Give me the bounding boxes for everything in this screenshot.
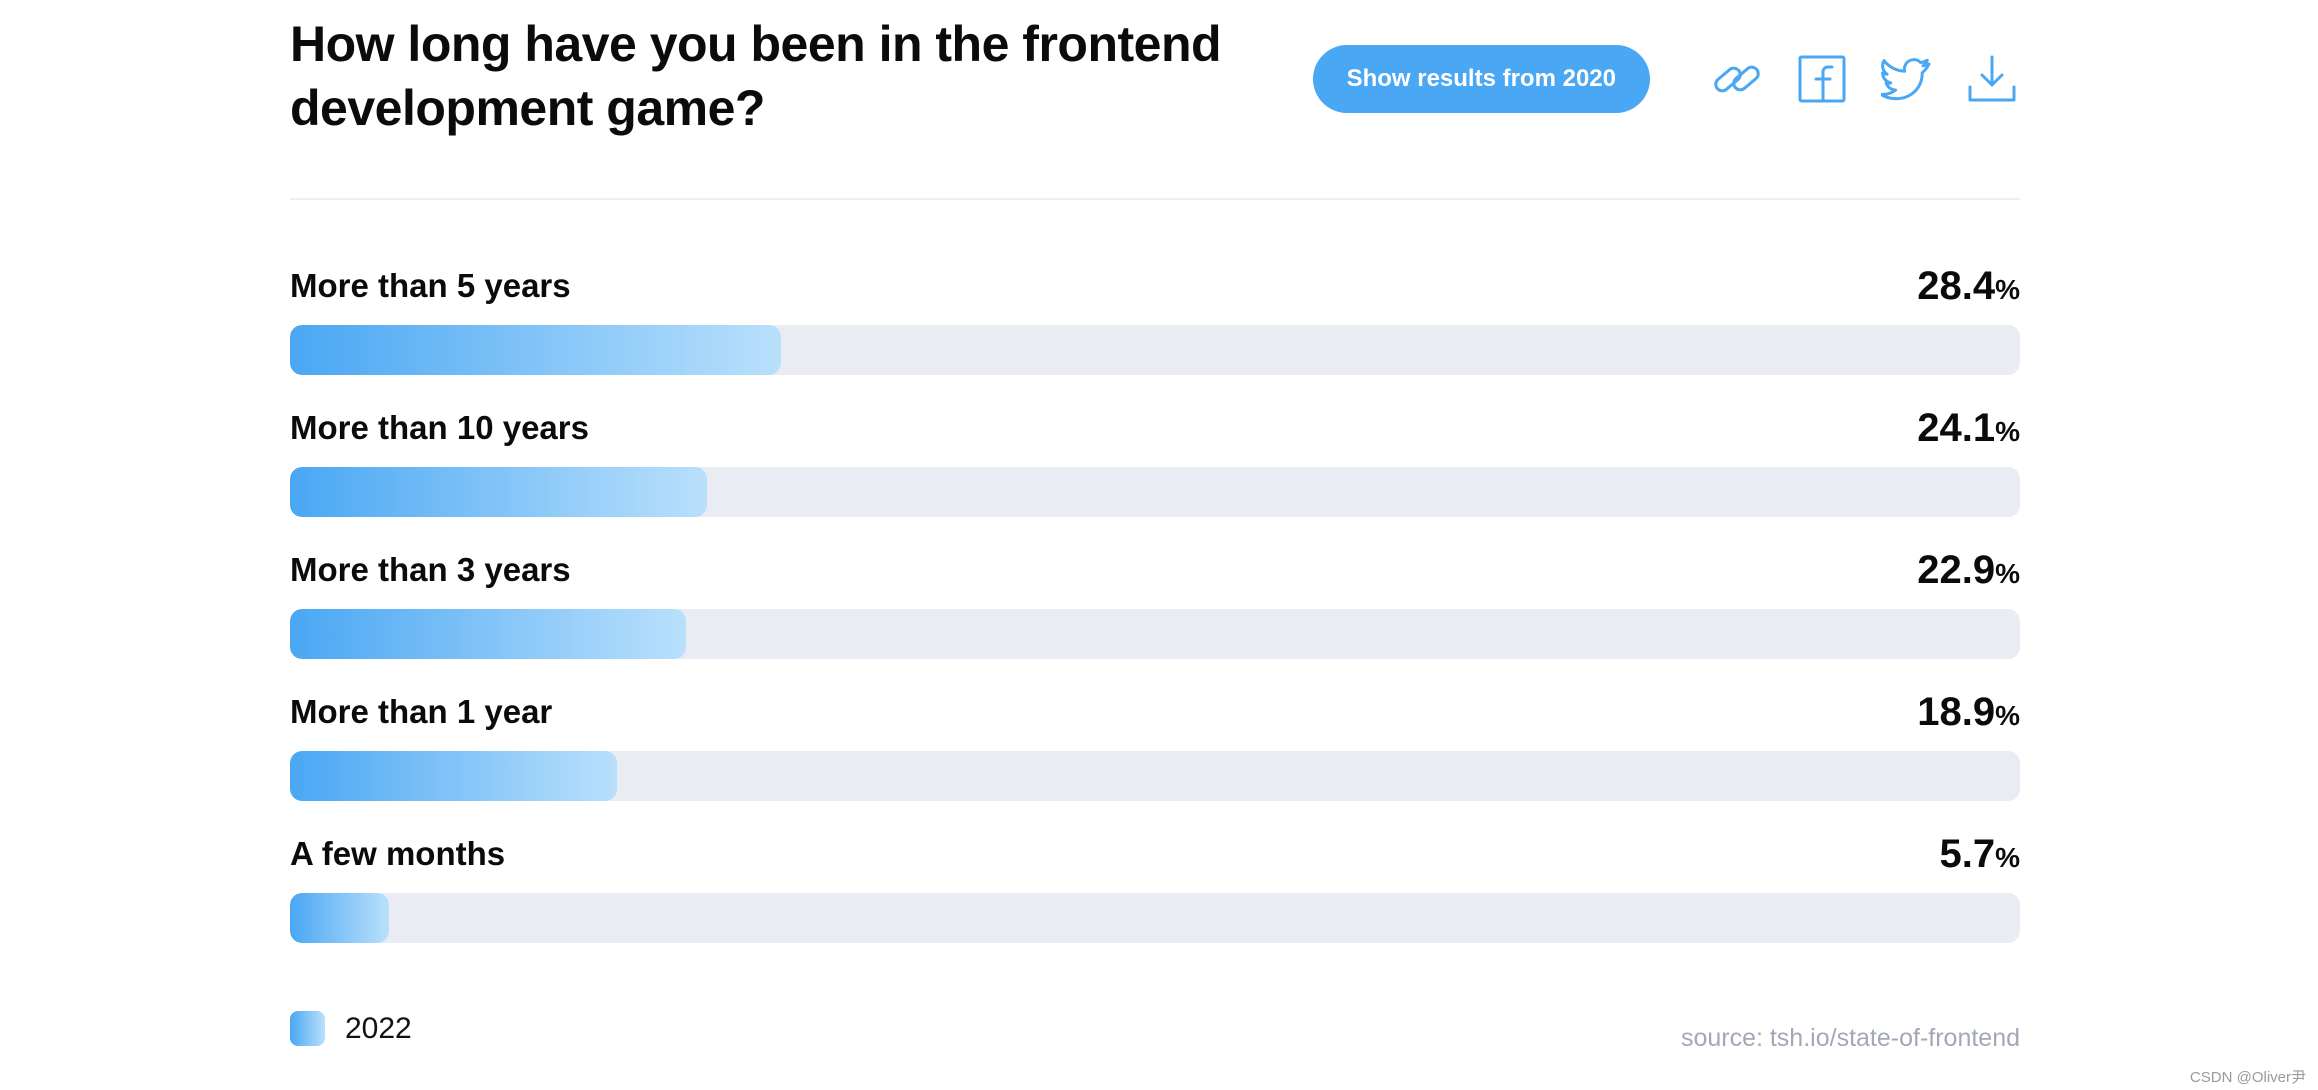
- bar-category-label: A few months: [290, 835, 506, 872]
- bar-category-label: More than 3 years: [290, 551, 571, 588]
- facebook-icon[interactable]: [1794, 51, 1850, 107]
- legend-label: 2022: [345, 1011, 412, 1045]
- bar-track: [290, 325, 2020, 375]
- bar-value-label: 28.4%: [1917, 258, 2020, 323]
- bar-track: [290, 609, 2020, 659]
- legend: 2022: [290, 1011, 412, 1046]
- bar-value-unit: %: [1995, 842, 2020, 873]
- bar-fill: [290, 325, 782, 375]
- bar-value-unit: %: [1995, 558, 2020, 589]
- toolbar: Show results from 2020: [1312, 44, 2020, 114]
- download-icon[interactable]: [1964, 51, 2020, 107]
- bar-fill: [290, 467, 707, 517]
- bar-category-label: More than 5 years: [290, 267, 571, 304]
- bar-value-number: 24.1: [1917, 406, 1996, 450]
- bar-track: [290, 751, 2020, 801]
- bar-chart: More than 5 years 28.4% More than 10 years…: [290, 258, 2020, 968]
- show-results-2020-button[interactable]: Show results from 2020: [1312, 45, 1650, 113]
- bar-value-label: 5.7%: [1939, 826, 2020, 891]
- bar-fill: [290, 751, 617, 801]
- bar-fill: [290, 609, 687, 659]
- bar-row: More than 3 years 22.9%: [290, 542, 2020, 684]
- bar-fill: [290, 893, 389, 943]
- source-note: source: tsh.io/state-of-frontend: [1680, 1024, 2020, 1052]
- bar-value-number: 28.4: [1917, 264, 1996, 308]
- bar-value-label: 18.9%: [1917, 684, 2020, 749]
- bar-track: [290, 467, 2020, 517]
- bar-value-number: 22.9: [1917, 548, 1996, 592]
- bar-category-label: More than 10 years: [290, 409, 589, 446]
- bar-value-label: 24.1%: [1917, 400, 2020, 465]
- bar-row: More than 1 year 18.9%: [290, 684, 2020, 826]
- legend-swatch: [290, 1011, 325, 1046]
- bar-category-label: More than 1 year: [290, 693, 553, 730]
- header-divider: [290, 198, 2020, 200]
- bar-value-unit: %: [1995, 416, 2020, 447]
- bar-value-unit: %: [1995, 700, 2020, 731]
- bar-row: A few months 5.7%: [290, 826, 2020, 968]
- watermark: CSDN @Oliver尹: [2189, 1069, 2306, 1086]
- bar-row: More than 10 years 24.1%: [290, 400, 2020, 542]
- link-icon[interactable]: [1709, 51, 1765, 107]
- bar-value-unit: %: [1995, 274, 2020, 305]
- chart-title: How long have you been in the frontend d…: [290, 16, 1222, 136]
- bar-value-label: 22.9%: [1917, 542, 2020, 607]
- bar-track: [290, 893, 2020, 943]
- bar-row: More than 5 years 28.4%: [290, 258, 2020, 400]
- bar-value-number: 18.9: [1917, 690, 1996, 734]
- twitter-icon[interactable]: [1879, 51, 1935, 107]
- bar-value-number: 5.7: [1939, 832, 1996, 876]
